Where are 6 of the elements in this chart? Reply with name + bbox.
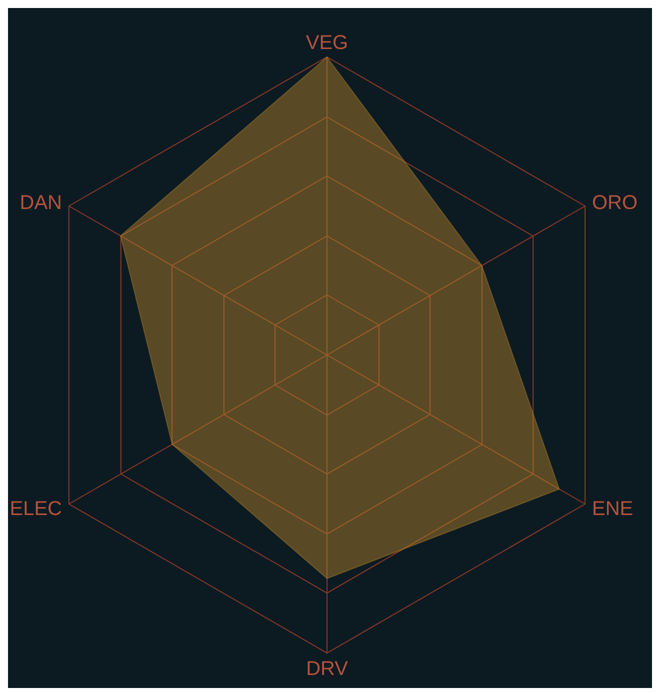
spoke-label: DRV (306, 658, 349, 680)
spoke-label: VEG (306, 32, 348, 54)
spoke-label: ENE (592, 498, 634, 520)
spoke-label: DAN (20, 192, 62, 214)
spoke-label: ELEC (10, 498, 62, 520)
spoke-label: ORO (592, 192, 638, 214)
